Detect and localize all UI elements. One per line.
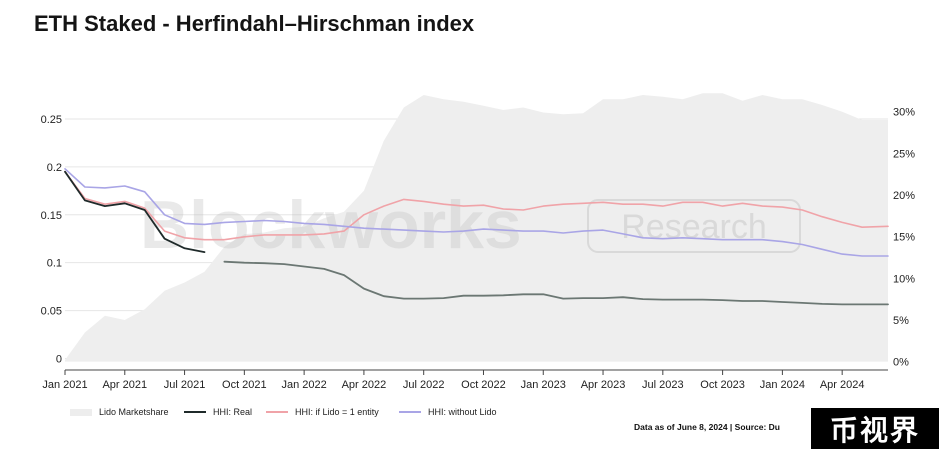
x-tick-label: Apr 2024 [820,379,865,391]
y-left-tick-label: 0.05 [41,306,62,318]
y-left-tick-label: 0.1 [47,258,62,270]
series-line-real [64,170,206,254]
legend-label: Lido Marketshare [99,407,169,417]
series-area-lido-marketshare [65,93,888,362]
y-right-tick-label: 30% [893,107,915,119]
watermark-stamp: 币视界 [811,408,939,449]
x-tick-label: Jan 2024 [760,379,805,391]
x-tick-label: Oct 2021 [222,379,267,391]
x-tick-label: Jul 2022 [403,379,445,391]
y-left-tick-label: 0.15 [41,210,62,222]
y-right-tick-label: 15% [893,232,915,244]
x-tick-label: Apr 2023 [581,379,626,391]
legend-item-marketshare: Lido Marketshare [70,407,169,417]
x-tick-label: Oct 2023 [700,379,745,391]
series-line-real-late [223,260,889,306]
series-line-if-lido-one-entity [64,170,889,241]
y-right-tick-label: 5% [893,315,909,327]
watermark-research-box [587,199,801,253]
y-left-tick-label: 0.25 [41,114,62,126]
y-right-tick-label: 25% [893,148,915,160]
legend-swatch [266,411,288,413]
x-tick-label: Jul 2021 [164,379,206,391]
x-tick-label: Oct 2022 [461,379,506,391]
series-lines [64,168,889,306]
series-line-without-lido [64,168,889,257]
x-tick-label: Apr 2022 [342,379,387,391]
y-left-tick-label: 0 [56,354,62,366]
y-right-tick-label: 0% [893,357,909,369]
legend-item-if-lido-one: HHI: if Lido = 1 entity [266,407,379,417]
x-tick-label: Apr 2021 [102,379,147,391]
axes: 0 0.05 0.1 0.15 0.2 0.25 0% 5% 10% 15% 20% 25% 30% Ja… [41,107,916,391]
legend-label: HHI: if Lido = 1 entity [295,407,379,417]
page-title: ETH Staked - Herfindahl–Hirschman index [34,11,475,36]
legend-swatch [70,408,92,416]
source-note: Data as of June 8, 2024 | Source: Du [634,422,780,432]
legend-label: HHI: Real [213,407,253,417]
x-tick-label: Jan 2021 [42,379,87,391]
legend-swatch [399,411,421,413]
legend-swatch [184,411,206,413]
marketshare-area [65,93,888,362]
legend-label: HHI: without Lido [428,407,497,417]
y-right-tick-label: 20% [893,190,915,202]
x-tick-label: Jan 2023 [521,379,566,391]
legend-item-without-lido: HHI: without Lido [399,407,497,417]
legend-item-real: HHI: Real [184,407,252,417]
x-tick-label: Jul 2023 [642,379,684,391]
y-right-tick-label: 10% [893,273,915,285]
y-left-tick-label: 0.2 [47,162,62,174]
x-tick-label: Jan 2022 [281,379,326,391]
